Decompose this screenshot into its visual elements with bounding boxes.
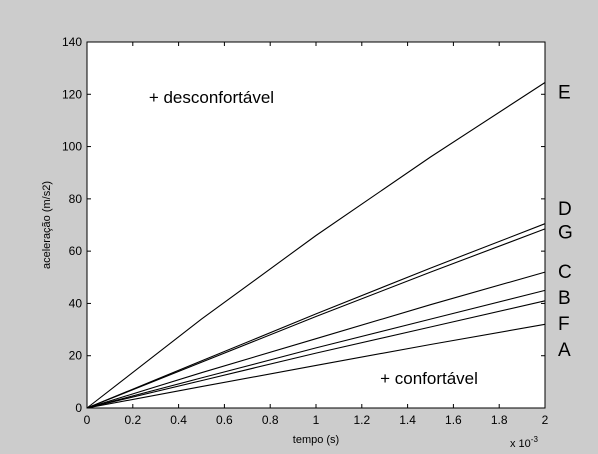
x-exponent-power: -3 (531, 435, 539, 444)
curve-label-C: C (558, 262, 572, 283)
annotation: + confortável (380, 369, 478, 388)
curve-label-A: A (558, 340, 571, 361)
series-line-C (86, 271, 546, 409)
y-tick-label: 60 (69, 244, 83, 258)
x-tick-label: 2 (542, 413, 549, 427)
curve-label-E: E (558, 83, 571, 104)
x-tick-label: 0.2 (124, 413, 141, 427)
y-tick-label: 120 (62, 87, 82, 101)
y-tick-label: 0 (75, 401, 82, 415)
curve-label-D: D (558, 199, 572, 220)
y-tick-label: 80 (69, 192, 83, 206)
x-tick-label: 0 (84, 413, 91, 427)
annotation: + desconfortável (149, 88, 274, 107)
y-tick-label: 140 (62, 35, 82, 49)
x-tick-label: 1.4 (399, 413, 416, 427)
x-axis-label: tempo (s) (293, 434, 339, 446)
curve-label-F: F (558, 314, 570, 335)
x-exponent-label: x 10-3 (510, 435, 538, 450)
x-tick-label: 1.6 (445, 413, 462, 427)
plot-area (86, 41, 546, 409)
series-line-E (86, 82, 546, 409)
series-line-A (86, 323, 546, 409)
series-line-G (86, 228, 546, 409)
x-tick-label: 0.6 (216, 413, 233, 427)
y-tick-label: 100 (62, 140, 82, 154)
curve-label-G: G (558, 223, 573, 244)
curve-label-B: B (558, 288, 571, 309)
x-tick-label: 1 (313, 413, 320, 427)
series-line-F (86, 300, 546, 409)
x-tick-label: 1.8 (491, 413, 508, 427)
series-line-B (86, 289, 546, 409)
x-tick-label: 0.8 (262, 413, 279, 427)
y-axis-label: aceleração (m/s2) (41, 181, 53, 269)
y-tick-label: 40 (69, 296, 83, 310)
series-line-D (86, 223, 546, 409)
x-exponent-base: x 10 (510, 438, 531, 450)
y-tick-label: 20 (69, 349, 83, 363)
x-tick-label: 0.4 (170, 413, 187, 427)
x-tick-label: 1.2 (353, 413, 370, 427)
